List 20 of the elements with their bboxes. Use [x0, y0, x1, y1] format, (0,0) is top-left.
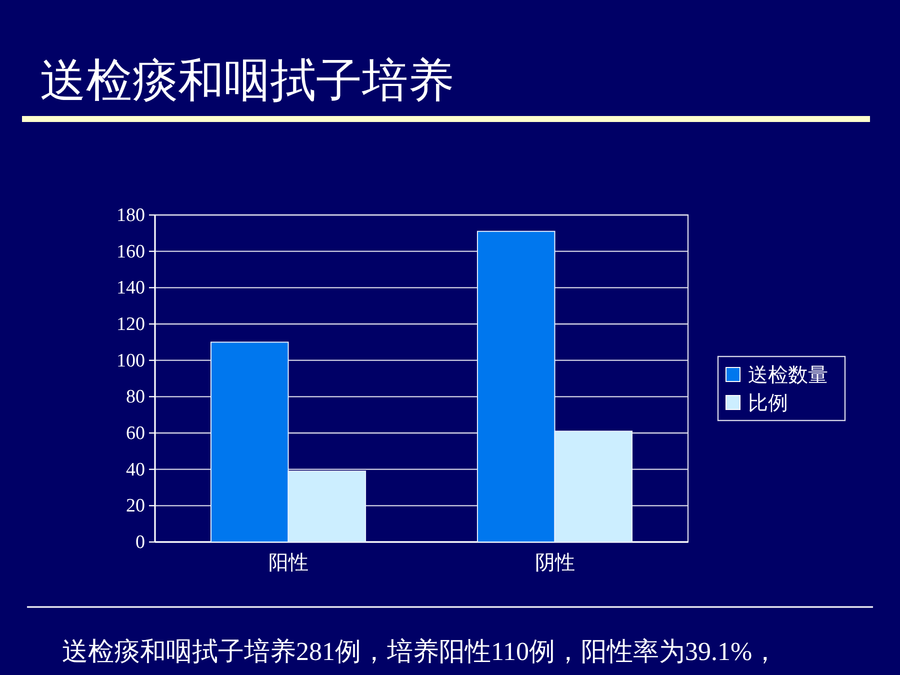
legend-label: 比例 — [748, 392, 788, 414]
y-tick-label: 100 — [116, 350, 145, 372]
x-tick-label: 阳性 — [268, 552, 308, 574]
legend-label: 送检数量 — [748, 364, 828, 386]
text: 送检痰和咽拭子培养281例，培养阳性110例，阳性率为39.1%， — [62, 637, 778, 666]
y-tick-label: 0 — [136, 532, 145, 553]
y-tick-label: 140 — [116, 278, 145, 299]
bar — [288, 470, 366, 542]
bar — [210, 342, 289, 542]
y-tick-label: 120 — [116, 314, 145, 335]
y-tick-label: 160 — [116, 241, 145, 262]
y-tick-label: 180 — [116, 205, 145, 226]
y-tick-label: 40 — [126, 459, 145, 480]
y-tick-label: 80 — [126, 386, 145, 408]
chart-title: 送检痰和咽拭子培养 — [40, 55, 454, 106]
bar — [554, 430, 633, 542]
x-tick-label: 阴性 — [534, 552, 575, 574]
y-tick-label: 60 — [126, 423, 145, 444]
y-tick-label: 20 — [126, 496, 145, 517]
bar — [476, 230, 556, 542]
